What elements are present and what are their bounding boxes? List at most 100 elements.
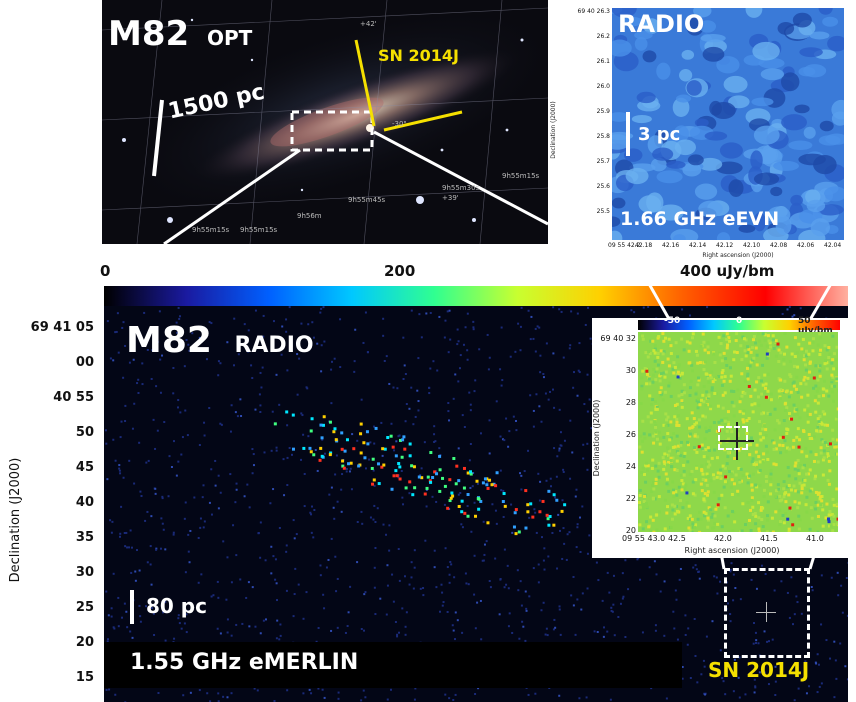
inset-noise-pixel	[803, 375, 807, 379]
inset-noise-pixel	[796, 458, 800, 462]
main-noise-pixel	[391, 573, 394, 576]
main-noise-pixel	[511, 531, 514, 534]
inset-noise-pixel	[816, 401, 820, 405]
radio-top-blob	[702, 46, 725, 62]
radio-top-blob	[686, 17, 704, 36]
main-noise-pixel	[457, 340, 460, 343]
main-noise-pixel	[429, 311, 432, 314]
inset-noise-pixel	[661, 352, 665, 356]
main-dec-tick-3: 50	[75, 425, 94, 440]
main-noise-pixel	[489, 586, 492, 589]
main-sn-cross-v	[766, 602, 767, 622]
inset-noise-pixel	[743, 379, 747, 383]
main-noise-pixel	[250, 364, 253, 367]
main-noise-pixel	[345, 470, 348, 473]
main-noise-pixel	[120, 420, 123, 423]
inset-noise-pixel	[690, 411, 694, 415]
inset-noise-pixel	[801, 466, 805, 470]
main-noise-pixel	[286, 369, 289, 372]
main-noise-pixel	[461, 526, 464, 529]
main-noise-pixel	[177, 617, 180, 620]
inset-noise-pixel	[713, 448, 717, 452]
main-noise-pixel	[804, 660, 807, 663]
main-noise-pixel	[386, 584, 389, 587]
inset-noise-pixel	[835, 378, 838, 382]
main-noise-pixel	[360, 699, 363, 702]
main-noise-pixel	[558, 608, 561, 611]
inset-noise-pixel	[766, 500, 770, 504]
main-noise-pixel	[167, 495, 170, 498]
inset-noise-pixel	[693, 493, 697, 497]
main-noise-pixel	[164, 601, 167, 604]
main-source-pixel	[483, 477, 487, 481]
inset-noise-pixel	[806, 420, 810, 424]
main-source-pixel	[329, 451, 333, 455]
inset-noise-pixel	[746, 362, 750, 366]
radio-top-blob	[827, 35, 844, 52]
main-noise-pixel	[550, 485, 553, 488]
inset-noise-pixel	[674, 490, 678, 494]
inset-noise-pixel	[689, 379, 693, 383]
main-noise-pixel	[454, 693, 457, 696]
radio-top-blob	[758, 57, 785, 69]
inset-noise-pixel	[691, 336, 695, 340]
main-noise-pixel	[754, 686, 757, 689]
main-noise-pixel	[259, 411, 262, 414]
inset-noise-pixel	[794, 461, 798, 465]
inset-noise-pixel	[793, 500, 797, 504]
inset-noise-pixel	[718, 475, 722, 479]
radio-top-axes: Declination (J2000) 69 40 26.3 26.2 26.1 26…	[548, 0, 856, 262]
inset-noise-pixel	[831, 375, 835, 379]
main-source-pixel	[365, 430, 369, 434]
radio-top-dec-tick-7: 25.6	[596, 183, 610, 190]
main-noise-pixel	[790, 576, 793, 579]
inset-noise-pixel	[702, 400, 706, 404]
main-noise-pixel	[292, 519, 295, 522]
main-noise-pixel	[474, 379, 477, 382]
main-source-pixel	[502, 492, 506, 496]
main-source-pixel	[503, 504, 507, 508]
inset-noise-pixel	[800, 450, 804, 454]
main-noise-pixel	[117, 596, 120, 599]
inset-noise-pixel	[766, 334, 770, 338]
main-noise-pixel	[559, 444, 562, 447]
inset-noise-pixel	[825, 361, 829, 365]
main-noise-pixel	[575, 546, 578, 549]
inset-noise-pixel	[814, 474, 818, 478]
main-title: M82 RADIO	[126, 320, 314, 361]
inset-noise-pixel	[643, 367, 647, 371]
main-noise-pixel	[586, 587, 589, 590]
main-noise-pixel	[443, 503, 446, 506]
inset-noise-pixel	[746, 500, 750, 504]
main-noise-pixel	[768, 640, 771, 643]
inset-noise-pixel	[747, 518, 751, 522]
main-noise-pixel	[336, 577, 339, 580]
radio-top-blob	[715, 161, 743, 175]
inset-noise-pixel	[736, 493, 740, 497]
inset-panel: -50 0 50 uJy/bm Declination (J2000) 69 4…	[592, 316, 848, 558]
inset-noise-pixel	[655, 513, 659, 517]
inset-noise-pixel	[696, 397, 700, 401]
inset-noise-pixel	[683, 487, 687, 491]
inset-noise-pixel	[827, 459, 831, 463]
inset-noise-pixel	[812, 459, 816, 463]
radio-top-ra-ticks: 09 55 42.2 42.18 42.16 42.14 42.12 42.10 42.08…	[608, 242, 848, 252]
inset-noise-pixel	[691, 369, 695, 373]
inset-noise-pixel	[754, 346, 758, 350]
inset-noise-pixel	[649, 403, 653, 407]
inset-hot-pixel	[716, 503, 720, 507]
inset-noise-pixel	[769, 483, 773, 487]
main-source-pixel	[322, 415, 326, 419]
main-noise-pixel	[537, 472, 540, 475]
main-noise-pixel	[420, 467, 423, 470]
main-noise-pixel	[473, 593, 476, 596]
inset-noise-pixel	[760, 518, 764, 522]
inset-noise-pixel	[820, 499, 824, 503]
inset-noise-pixel	[766, 372, 770, 376]
inset-noise-pixel	[759, 438, 763, 442]
inset-noise-pixel	[656, 363, 660, 367]
main-source-pixel	[429, 480, 433, 484]
main-noise-pixel	[517, 589, 520, 592]
main-noise-pixel	[313, 509, 316, 512]
main-source-pixel	[474, 514, 478, 518]
